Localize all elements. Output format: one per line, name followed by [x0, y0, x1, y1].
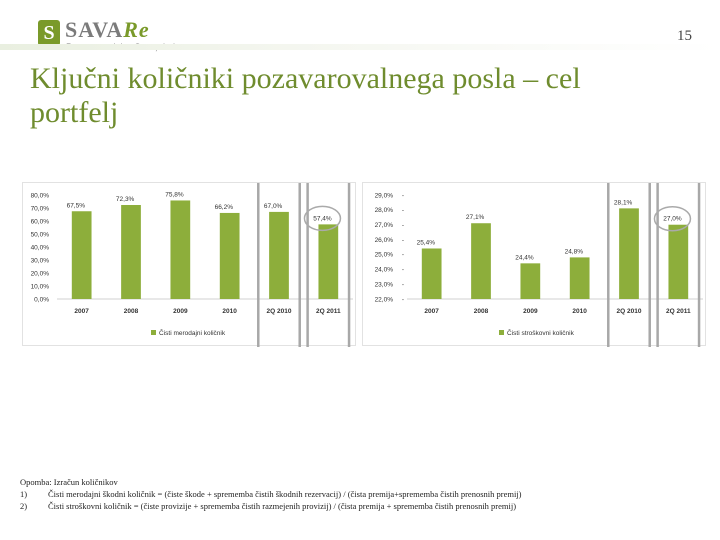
- net-expense-ratio-chart: 22,0% - 23,0% - 24,0% - 25,0% - 26,0% - 27,0% - 28,0…: [362, 182, 706, 347]
- bar: [121, 205, 141, 299]
- x-tick-label: 2Q 2010: [617, 308, 642, 315]
- data-label: 24,8%: [565, 248, 584, 255]
- x-tick-label: 2009: [523, 308, 538, 315]
- y-tick-mark: -: [402, 281, 404, 288]
- data-label: 72,3%: [116, 196, 135, 203]
- y-tick-label: 20,0%: [31, 270, 50, 277]
- highlight-box: [656, 183, 701, 347]
- y-tick-mark: -: [402, 252, 404, 259]
- circled-label-marker: [653, 205, 692, 232]
- y-tick-mark: -: [402, 222, 404, 229]
- data-label: 67,5%: [67, 202, 86, 209]
- header-band: [0, 44, 720, 50]
- bar: [471, 223, 491, 299]
- highlight-box: [257, 183, 301, 347]
- y-tick-mark: -: [402, 296, 404, 303]
- footnote-1: 1) Čisti merodajni škodni količnik = (či…: [20, 488, 700, 500]
- net-expense-ratio-chart-svg: 22,0% - 23,0% - 24,0% - 25,0% - 26,0% - 27,0% - 28,0…: [375, 183, 703, 347]
- logo-mark: S: [38, 20, 60, 46]
- y-tick-label: 28,0%: [375, 207, 394, 214]
- y-tick-label: 23,0%: [375, 281, 394, 288]
- page-number: 15: [677, 28, 692, 44]
- data-label: 28,1%: [614, 199, 633, 206]
- bar: [569, 257, 590, 299]
- y-tick-label: 0,0%: [34, 296, 49, 303]
- bar: [421, 248, 442, 299]
- x-tick-label: 2008: [474, 308, 489, 315]
- footnote-1-text: Čisti merodajni škodni količnik = (čiste…: [48, 489, 522, 499]
- net-loss-ratio-chart-svg: 0,0% 10,0% 20,0% 30,0% 40,0% 50,0% 60,0% 70,0% 8…: [31, 183, 353, 347]
- bar: [219, 212, 240, 299]
- data-label: 27,1%: [466, 214, 485, 221]
- footnote-2-number: 2): [20, 501, 28, 511]
- logo-name: SAVARe: [65, 18, 150, 42]
- legend-swatch: [499, 330, 504, 335]
- y-tick-label: 30,0%: [31, 257, 50, 264]
- y-tick-label: 50,0%: [31, 231, 50, 238]
- x-tick-label: 2010: [572, 308, 587, 315]
- x-tick-label: 2Q 2011: [316, 308, 341, 315]
- bar: [318, 224, 339, 299]
- net-loss-ratio-chart: 0,0% 10,0% 20,0% 30,0% 40,0% 50,0% 60,0% 70,0% 8…: [22, 182, 356, 347]
- highlight-box: [607, 183, 651, 347]
- y-tick-label: 60,0%: [31, 218, 50, 225]
- x-tick-label: 2010: [222, 308, 237, 315]
- y-tick-label: 24,0%: [375, 267, 394, 274]
- y-tick-label: 80,0%: [31, 192, 50, 199]
- y-tick-label: 26,0%: [375, 237, 394, 244]
- x-tick-label: 2007: [424, 308, 439, 315]
- x-tick-label: 2Q 2011: [666, 308, 691, 315]
- data-label: 57,4%: [313, 215, 332, 222]
- legend-label: Čisti stroškovni količnik: [507, 328, 575, 337]
- y-tick-label: 40,0%: [31, 244, 50, 251]
- y-tick-label: 22,0%: [375, 296, 394, 303]
- footnote-2: 2) Čisti stroškovni količnik = (čiste pr…: [20, 500, 700, 512]
- footnote-heading: Opomba: Izračun količnikov: [20, 477, 118, 487]
- logo-name-accent: Re: [123, 17, 150, 42]
- x-tick-label: 2009: [173, 308, 188, 315]
- x-tick-label: 2Q 2010: [267, 308, 292, 315]
- circled-label-marker: [303, 205, 342, 232]
- data-label: 66,2%: [215, 204, 234, 211]
- footnote-2-text: Čisti stroškovni količnik = (čiste provi…: [48, 501, 517, 511]
- bar: [269, 211, 289, 299]
- bar: [520, 263, 541, 299]
- y-tick-label: 70,0%: [31, 205, 50, 212]
- bar: [668, 224, 689, 299]
- logo-name-main: SAVA: [65, 17, 124, 42]
- legend-swatch: [151, 330, 156, 335]
- highlight-box: [306, 183, 351, 347]
- data-label: 67,0%: [264, 203, 283, 210]
- footnote-1-number: 1): [20, 489, 28, 499]
- y-tick-mark: -: [402, 207, 404, 214]
- x-tick-label: 2007: [74, 308, 89, 315]
- footnotes: Opomba: Izračun količnikov 1) Čisti mero…: [20, 476, 700, 512]
- data-label: 25,4%: [417, 239, 436, 246]
- y-tick-mark: -: [402, 267, 404, 274]
- bar: [619, 208, 639, 299]
- y-tick-label: 29,0%: [375, 192, 394, 199]
- y-tick-label: 10,0%: [31, 283, 50, 290]
- data-label: 75,8%: [165, 191, 184, 198]
- bar: [170, 200, 191, 299]
- bar: [71, 211, 92, 299]
- data-label: 24,4%: [515, 254, 534, 261]
- y-tick-mark: -: [402, 237, 404, 244]
- legend-label: Čisti merodajni količnik: [159, 328, 226, 337]
- y-tick-mark: -: [402, 192, 404, 199]
- y-tick-label: 25,0%: [375, 252, 394, 259]
- y-tick-label: 27,0%: [375, 222, 394, 229]
- slide-title: Ključni količniki pozavarovalnega posla …: [30, 62, 581, 129]
- x-tick-label: 2008: [124, 308, 139, 315]
- data-label: 27,0%: [663, 216, 682, 223]
